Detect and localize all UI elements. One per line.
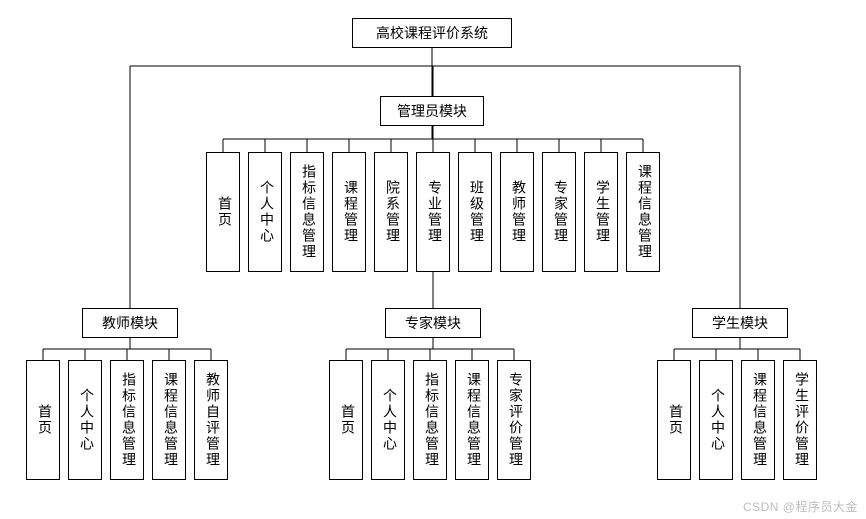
expert-leaf: 课程信息管理 <box>455 360 489 480</box>
admin-leaf: 指标信息管理 <box>290 152 324 272</box>
admin-leaf: 院系管理 <box>374 152 408 272</box>
admin-leaf: 课程信息管理 <box>626 152 660 272</box>
watermark: CSDN @程序员大金 <box>743 498 858 515</box>
teacher-leaf-label: 课程信息管理 <box>162 372 176 468</box>
student-module-node: 学生模块 <box>692 308 788 338</box>
student-module-label: 学生模块 <box>712 313 768 333</box>
expert-leaf: 指标信息管理 <box>413 360 447 480</box>
teacher-leaf: 指标信息管理 <box>110 360 144 480</box>
student-leaf: 课程信息管理 <box>741 360 775 480</box>
admin-leaf: 教师管理 <box>500 152 534 272</box>
teacher-leaf-label: 教师自评管理 <box>204 372 218 468</box>
teacher-module-node: 教师模块 <box>82 308 178 338</box>
student-leaf: 学生评价管理 <box>783 360 817 480</box>
admin-leaf-label: 专业管理 <box>426 180 440 244</box>
expert-leaf-label: 指标信息管理 <box>423 372 437 468</box>
admin-leaf-label: 教师管理 <box>510 180 524 244</box>
admin-leaf-label: 首页 <box>216 196 230 228</box>
student-leaf-label: 课程信息管理 <box>751 372 765 468</box>
admin-leaf-label: 课程管理 <box>342 180 356 244</box>
teacher-module-label: 教师模块 <box>102 313 158 333</box>
expert-leaf: 首页 <box>329 360 363 480</box>
admin-leaf-label: 课程信息管理 <box>636 164 650 260</box>
admin-leaf-label: 指标信息管理 <box>300 164 314 260</box>
expert-leaf-label: 专家评价管理 <box>507 372 521 468</box>
admin-leaf: 学生管理 <box>584 152 618 272</box>
teacher-leaf: 首页 <box>26 360 60 480</box>
admin-leaf-label: 班级管理 <box>468 180 482 244</box>
expert-leaf-label: 个人中心 <box>381 388 395 452</box>
teacher-leaf: 课程信息管理 <box>152 360 186 480</box>
expert-leaf-label: 课程信息管理 <box>465 372 479 468</box>
student-leaf-label: 个人中心 <box>709 388 723 452</box>
expert-module-label: 专家模块 <box>405 313 461 333</box>
root-label: 高校课程评价系统 <box>376 23 488 43</box>
admin-leaf: 专家管理 <box>542 152 576 272</box>
student-leaf-label: 首页 <box>667 404 681 436</box>
admin-leaf: 班级管理 <box>458 152 492 272</box>
admin-module-label: 管理员模块 <box>397 101 467 121</box>
admin-leaf-label: 专家管理 <box>552 180 566 244</box>
teacher-leaf: 教师自评管理 <box>194 360 228 480</box>
admin-leaf-label: 个人中心 <box>258 180 272 244</box>
teacher-leaf-label: 首页 <box>36 404 50 436</box>
admin-leaf-label: 院系管理 <box>384 180 398 244</box>
student-leaf: 首页 <box>657 360 691 480</box>
admin-leaf: 个人中心 <box>248 152 282 272</box>
admin-leaf: 专业管理 <box>416 152 450 272</box>
admin-module-node: 管理员模块 <box>380 96 484 126</box>
admin-leaf: 首页 <box>206 152 240 272</box>
teacher-leaf: 个人中心 <box>68 360 102 480</box>
teacher-leaf-label: 指标信息管理 <box>120 372 134 468</box>
expert-leaf: 专家评价管理 <box>497 360 531 480</box>
teacher-leaf-label: 个人中心 <box>78 388 92 452</box>
expert-leaf-label: 首页 <box>339 404 353 436</box>
expert-module-node: 专家模块 <box>385 308 481 338</box>
student-leaf: 个人中心 <box>699 360 733 480</box>
admin-leaf-label: 学生管理 <box>594 180 608 244</box>
admin-leaf: 课程管理 <box>332 152 366 272</box>
expert-leaf: 个人中心 <box>371 360 405 480</box>
root-node: 高校课程评价系统 <box>352 18 512 48</box>
student-leaf-label: 学生评价管理 <box>793 372 807 468</box>
